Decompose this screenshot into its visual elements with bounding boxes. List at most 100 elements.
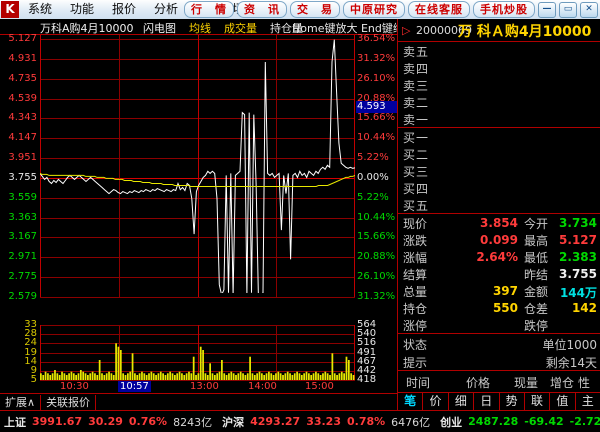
close-button[interactable]: ✕ xyxy=(580,1,598,18)
volume-bar xyxy=(138,373,141,380)
bid-level-row[interactable]: 买四 xyxy=(398,179,600,196)
tab-extend[interactable]: 扩展∧ xyxy=(0,395,42,410)
tab-related-quotes[interactable]: 关联报价 xyxy=(41,395,97,410)
detail-key: 昨结 xyxy=(524,268,549,282)
volume-bar xyxy=(223,373,226,380)
level-label: 卖二 xyxy=(403,96,430,110)
quote-tab-联[interactable]: 联 xyxy=(525,393,551,411)
volume-bar xyxy=(131,353,134,380)
volume-bar xyxy=(44,371,47,380)
quote-tab-主[interactable]: 主 xyxy=(576,393,600,411)
bid-level-row[interactable]: 买三 xyxy=(398,162,600,179)
quote-tab-细[interactable]: 细 xyxy=(449,393,475,411)
time-gridline xyxy=(40,35,41,297)
volume-bar xyxy=(202,350,204,380)
minimize-button[interactable]: — xyxy=(538,1,556,18)
level-label: 卖五 xyxy=(403,45,430,59)
volume-bar xyxy=(87,375,89,380)
status-bar: 上证 3991.67 30.29 0.76% 8243亿 沪深 4293.27 33.23 0.… xyxy=(0,410,600,432)
toolbar-button-quotes[interactable]: 行 情 xyxy=(184,1,234,18)
volume-bar xyxy=(298,373,301,380)
expand-arrow-icon[interactable]: ▷ xyxy=(402,24,411,37)
volume-bar xyxy=(91,371,94,380)
volume-bar xyxy=(303,373,306,380)
status-index-field: 33.23 xyxy=(306,415,341,428)
ask-level-row[interactable]: 卖三 xyxy=(398,76,600,93)
time-tick-label: 14:00 xyxy=(248,381,277,392)
volume-bar xyxy=(75,375,78,380)
maximize-button[interactable]: ▭ xyxy=(559,1,577,18)
quote-detail-row: 结算 昨结 3.755 xyxy=(398,265,600,282)
toolbar-button-mobile-trading[interactable]: 手机炒股 xyxy=(473,1,535,18)
bid-level-row[interactable]: 买一 xyxy=(398,128,600,145)
quote-tab-势[interactable]: 势 xyxy=(500,393,525,411)
axis-tick-label: 3.167 xyxy=(8,231,37,243)
ask-level-row[interactable]: 卖四 xyxy=(398,59,600,76)
volume-bar xyxy=(312,373,315,380)
time-tick-label: 13:00 xyxy=(190,381,219,392)
volume-bar xyxy=(195,375,197,380)
toolbar-button-news[interactable]: 资 讯 xyxy=(237,1,287,18)
chart-plot-area[interactable] xyxy=(40,35,355,393)
quote-tab-值[interactable]: 值 xyxy=(550,393,576,411)
chart-ma-label[interactable]: 均线 xyxy=(189,22,211,35)
chart-mode-label[interactable]: 闪电图 xyxy=(143,22,176,35)
volume-bar xyxy=(209,363,211,380)
volume-bar xyxy=(63,373,66,380)
bid-level-row[interactable]: 买五 xyxy=(398,196,600,213)
axis-tick-label: 36.54% xyxy=(357,33,396,44)
volume-bar xyxy=(275,373,277,380)
chart-position-label[interactable]: 持仓量 xyxy=(270,22,303,35)
ask-level-row[interactable]: 卖五 xyxy=(398,42,600,59)
status-index-field: 30.29 xyxy=(88,415,123,428)
volume-bar xyxy=(105,373,108,380)
app-logo-icon: K xyxy=(1,1,19,18)
volume-bar xyxy=(101,373,103,380)
volume-bar xyxy=(345,356,348,380)
detail-key: 结算 xyxy=(403,268,428,282)
axis-tick-label: 15.66% xyxy=(357,112,396,124)
menu-item-function[interactable]: 功能 xyxy=(70,2,95,16)
quote-tab-笔[interactable]: 笔 xyxy=(398,393,424,411)
time-gridline xyxy=(276,35,278,297)
quote-tab-日[interactable]: 日 xyxy=(474,393,500,411)
volume-bar xyxy=(108,371,110,380)
volume-bar xyxy=(336,375,338,380)
volume-bar xyxy=(228,373,230,380)
volume-bar xyxy=(94,373,96,380)
ask-level-row[interactable]: 卖二 xyxy=(398,93,600,110)
instrument-code: 20000069 xyxy=(416,24,472,37)
volume-bar xyxy=(112,375,115,380)
level-label: 买四 xyxy=(403,182,430,196)
menu-item-quote[interactable]: 报价 xyxy=(112,2,137,16)
toolbar-button-trade[interactable]: 交 易 xyxy=(290,1,340,18)
price-line-chart xyxy=(40,39,355,293)
toolbar-button-online-service[interactable]: 在线客服 xyxy=(408,1,470,18)
axis-tick-label: 3.755 xyxy=(8,171,37,183)
volume-bar xyxy=(258,371,261,380)
bid-levels: 买一 买二 买三买四 买五 xyxy=(398,128,600,213)
time-tick-label: 15:00 xyxy=(305,381,334,392)
time-gridline xyxy=(354,35,355,297)
ask-level-row[interactable]: 卖一 xyxy=(398,110,600,127)
toolbar-button-research[interactable]: 中原研究 xyxy=(343,1,405,18)
status-index-field: -69.42 xyxy=(524,415,564,428)
volume-bar xyxy=(206,375,209,380)
detail-key: 跌停 xyxy=(524,319,549,333)
volume-bar xyxy=(42,375,45,380)
bid-level-row[interactable]: 买二 xyxy=(398,145,600,162)
menu-item-analysis[interactable]: 分析 xyxy=(154,2,179,16)
axis-tick-label: 418 xyxy=(357,374,377,385)
quote-panel: ▷ 20000069 万 科Ａ购4月10000 卖五 卖四 卖三 卖二 卖一 买一 买二买… xyxy=(397,19,600,407)
quote-tab-价[interactable]: 价 xyxy=(423,393,449,411)
menu-item-system[interactable]: 系统 xyxy=(28,2,53,16)
volume-bar xyxy=(293,373,296,380)
volume-bar xyxy=(315,371,317,380)
volume-bar xyxy=(54,370,56,380)
chart-volume-label[interactable]: 成交量 xyxy=(224,22,257,35)
intraday-chart-panel[interactable]: 5.127 4.931 4.735 4.539 4.343 4.147 3.951 3.755… xyxy=(0,33,401,393)
volume-bar xyxy=(129,371,132,380)
detail-key: 最低 xyxy=(524,251,549,265)
volume-bar xyxy=(173,375,176,380)
